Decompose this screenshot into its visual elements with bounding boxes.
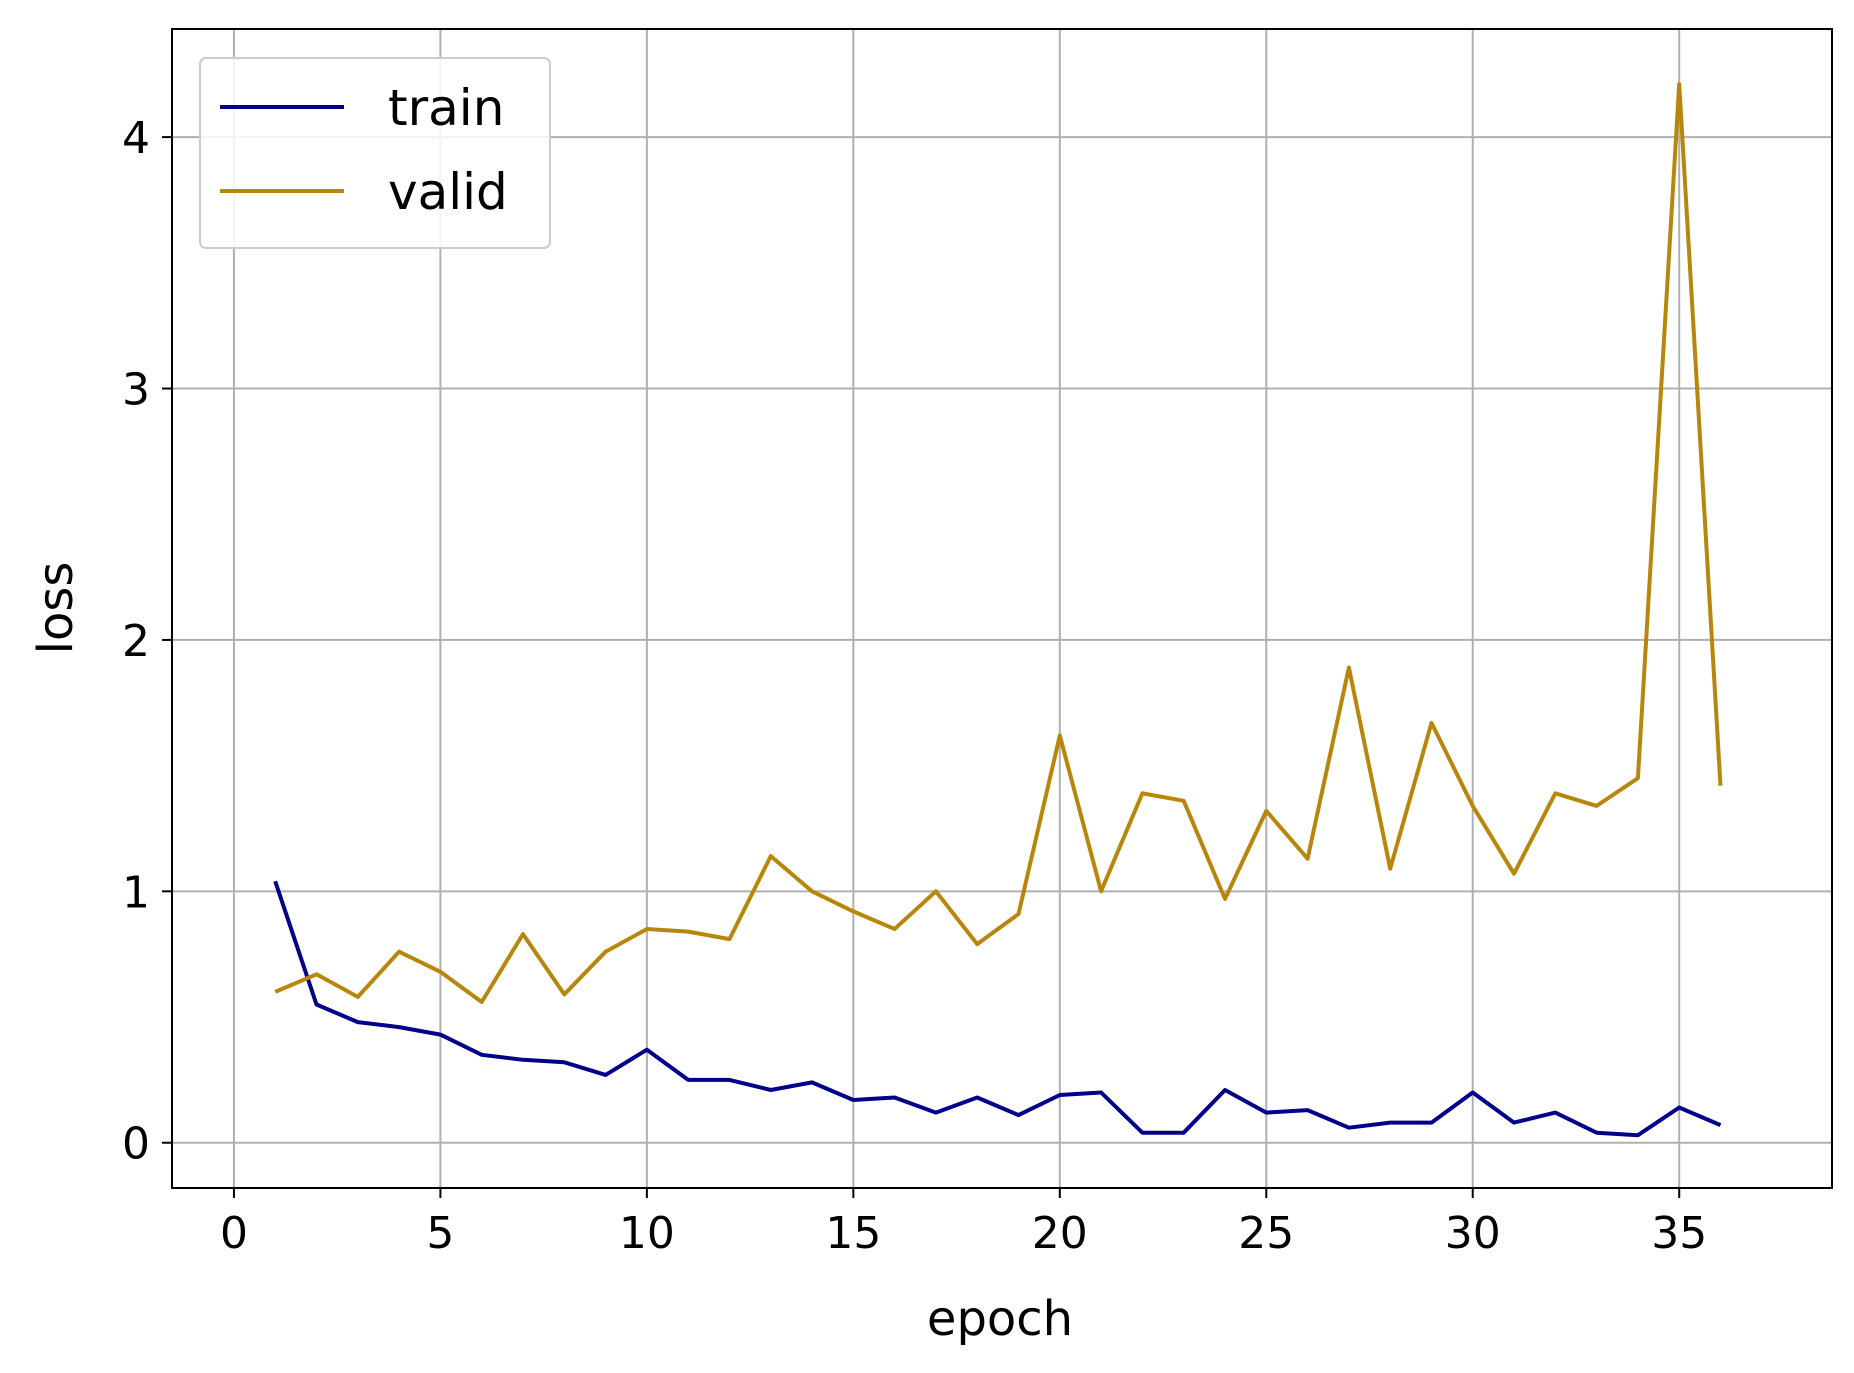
series-line-valid [274,82,1723,1004]
legend: train valid [199,57,551,249]
y-tick-label: 0 [122,1119,150,1170]
series-line-train [273,880,1722,1138]
grid [172,29,1832,1188]
series-lines [273,82,1723,1138]
y-axis-label: loss [28,562,84,655]
x-axis-label: epoch [927,1291,1073,1347]
x-tick-label: 30 [1445,1208,1501,1259]
y-tick-label: 2 [122,616,150,667]
legend-label-valid: valid [388,163,508,221]
y-tick-label: 1 [122,867,150,918]
x-tick-label: 5 [426,1208,454,1259]
legend-label-train: train [388,79,504,137]
x-tick-label: 35 [1651,1208,1707,1259]
y-tick-label: 3 [122,365,150,416]
x-tick-label: 20 [1032,1208,1088,1259]
plot-frame [171,28,1833,1189]
x-tick-label: 15 [825,1208,881,1259]
x-tick-label: 25 [1238,1208,1294,1259]
y-tick-label: 4 [122,113,150,164]
x-tick-label: 0 [220,1208,248,1259]
x-tick-label: 10 [619,1208,675,1259]
axis-ticks: 0 5 10 15 20 25 30 35 0 1 2 3 4 [122,113,1707,1259]
